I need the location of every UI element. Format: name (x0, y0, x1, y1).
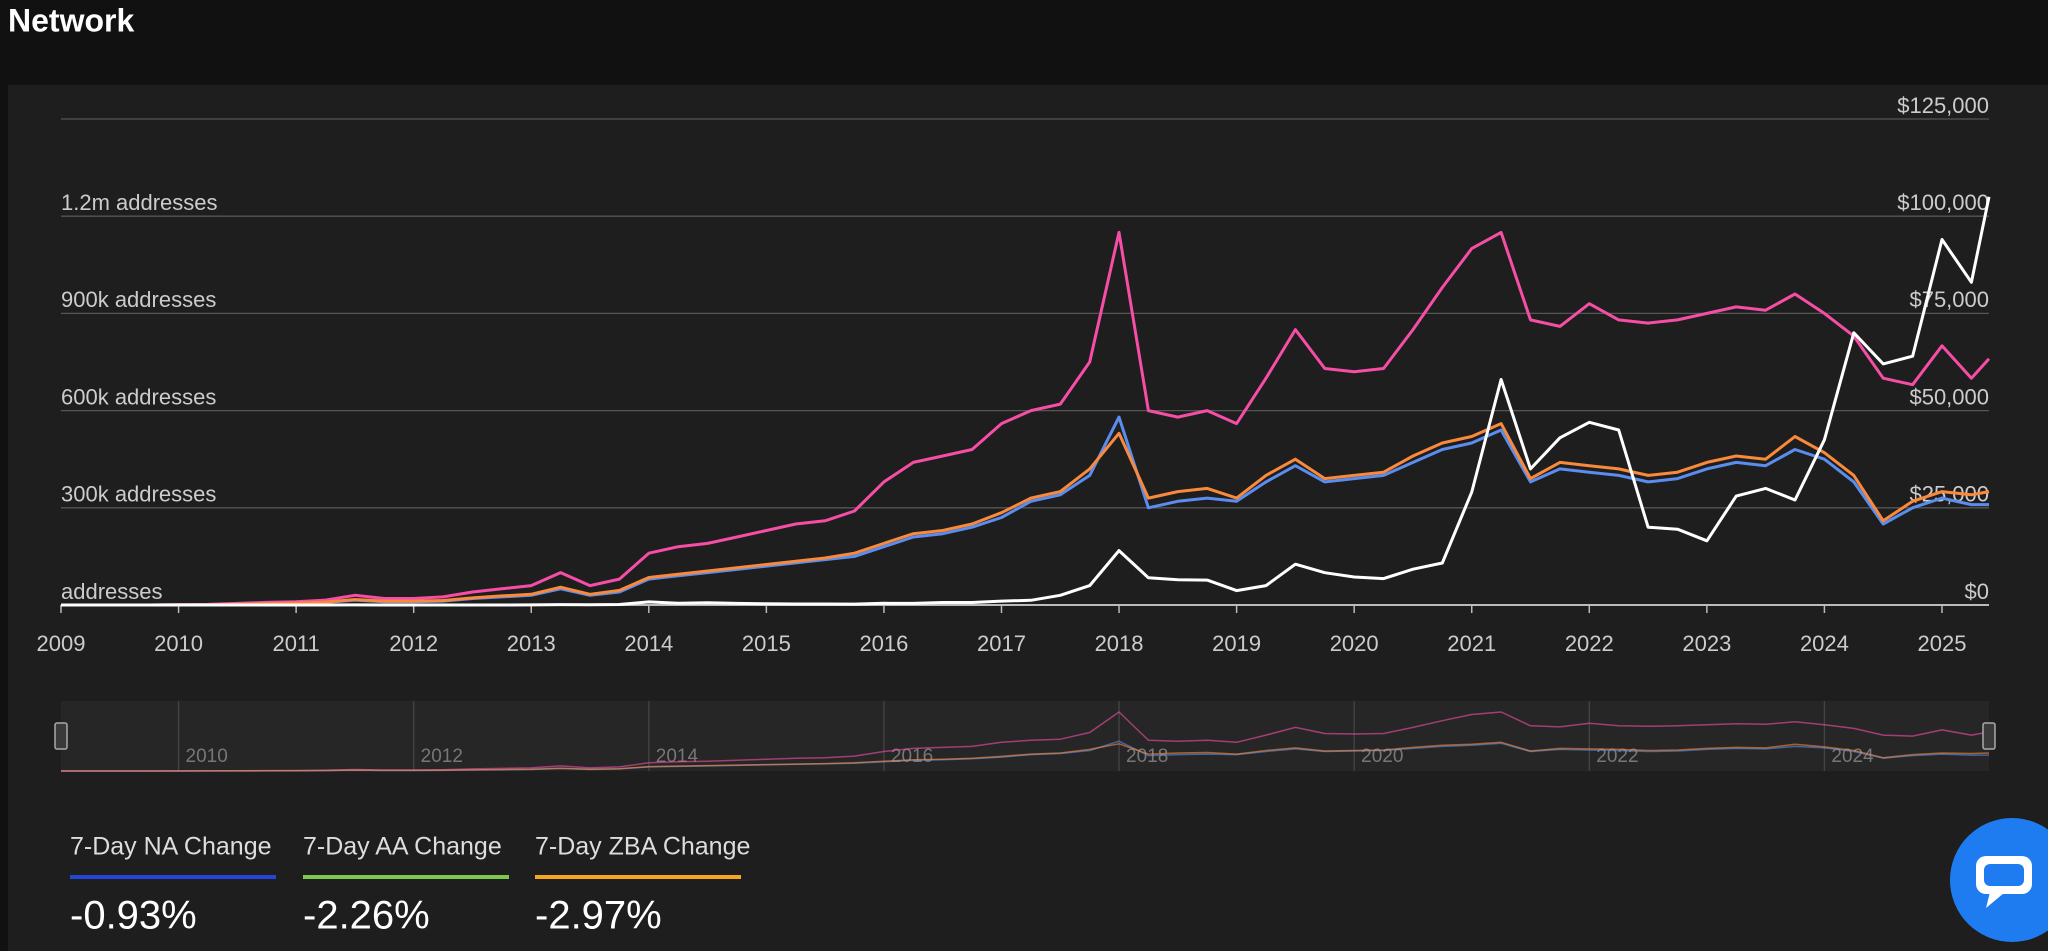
navigator-line (61, 741, 1990, 772)
navigator-tick-label: 2018 (1126, 746, 1168, 767)
x-tick-label: 2021 (1447, 631, 1496, 656)
stat-label: 7-Day AA Change (303, 833, 502, 861)
y-tick-label: 600k addresses (61, 384, 216, 409)
y-tick-label: addresses (61, 579, 163, 604)
x-tick-label: 2018 (1095, 631, 1144, 656)
navigator-tick-label: 2024 (1831, 746, 1874, 767)
header-bar (0, 0, 2048, 85)
x-tick-label: 2014 (624, 631, 673, 656)
x-tick-label: 2016 (859, 631, 908, 656)
chat-icon-inner (1984, 864, 2024, 886)
series-line (61, 196, 1991, 607)
series-line (61, 230, 1991, 607)
x-tick-label: 2013 (507, 631, 556, 656)
y2-tick-label: $125,000 (1897, 93, 1989, 118)
stat-value: -2.97% (535, 894, 662, 938)
x-tick-label: 2015 (742, 631, 791, 656)
navigator-tick-label: 2016 (891, 746, 933, 767)
navigator-handle[interactable] (54, 722, 68, 750)
stat-value: -0.93% (70, 894, 197, 938)
stat-label: 7-Day NA Change (70, 833, 272, 861)
x-tick-label: 2017 (977, 631, 1026, 656)
navigator-tick-label: 2014 (656, 746, 699, 767)
stat-value: -2.26% (303, 894, 430, 938)
navigator-handle[interactable] (1982, 722, 1996, 750)
x-tick-label: 2009 (37, 631, 86, 656)
series-line (61, 422, 1990, 607)
y2-tick-label: $50,000 (1909, 384, 1989, 409)
y2-tick-label: $0 (1965, 579, 1989, 604)
stat-label: 7-Day ZBA Change (535, 833, 750, 861)
y-tick-label: 300k addresses (61, 482, 216, 507)
chart-panel (8, 85, 2048, 951)
x-tick-label: 2012 (389, 631, 438, 656)
x-tick-label: 2010 (154, 631, 203, 656)
x-tick-label: 2025 (1917, 631, 1966, 656)
y-tick-label: 1.2m addresses (61, 190, 218, 215)
y2-tick-label: $100,000 (1897, 190, 1989, 215)
navigator-track (61, 701, 1989, 771)
chat-icon-tail (1986, 892, 2004, 908)
x-tick-label: 2020 (1330, 631, 1379, 656)
navigator-tick-label: 2010 (186, 746, 228, 767)
x-tick-label: 2019 (1212, 631, 1261, 656)
y2-tick-label: $75,000 (1909, 287, 1989, 312)
page-title: Network (8, 2, 134, 38)
chat-button[interactable] (1950, 818, 2048, 942)
x-tick-label: 2024 (1800, 631, 1849, 656)
x-tick-label: 2022 (1565, 631, 1614, 656)
x-tick-label: 2011 (272, 631, 319, 656)
navigator-tick-label: 2012 (421, 746, 463, 767)
x-tick-label: 2023 (1682, 631, 1731, 656)
y-tick-label: 900k addresses (61, 287, 216, 312)
